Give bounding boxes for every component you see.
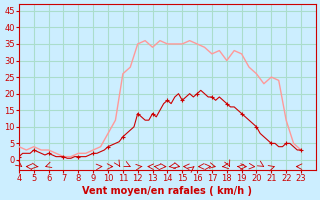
X-axis label: Vent moyen/en rafales ( km/h ): Vent moyen/en rafales ( km/h ) [82,186,252,196]
